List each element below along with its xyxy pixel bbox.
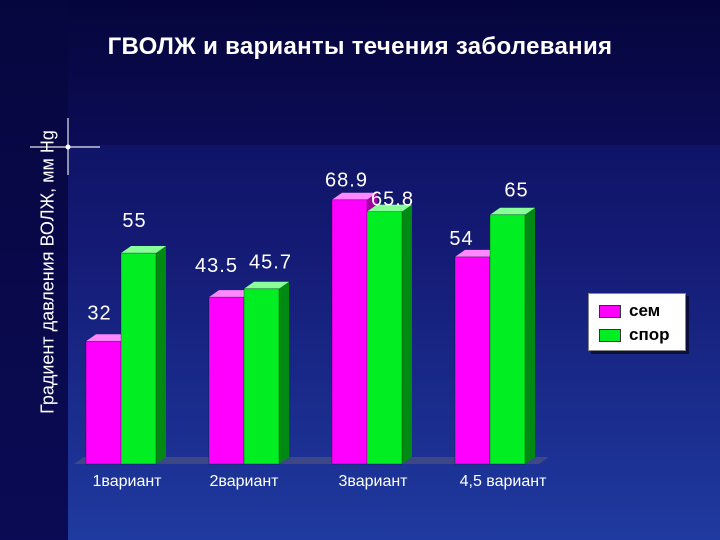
value-label-сем-3: 68.9 [325, 170, 368, 192]
floor-plane [74, 457, 549, 464]
category-label-2: 2вариант [209, 473, 279, 490]
bar-спор-3 [366, 204, 412, 465]
chart-title: ГВОЛЖ и варианты течения заболевания [107, 33, 613, 60]
bar-front [489, 214, 526, 465]
bar-side [525, 207, 535, 465]
legend-item-sem: сем [599, 301, 660, 321]
bar-front [454, 256, 491, 465]
bar-top [332, 192, 377, 200]
bar-top [209, 290, 254, 298]
category-label-4: 4,5 вариант [460, 473, 547, 490]
value-label-спор-4: 65 [504, 180, 528, 202]
legend-item-spor: спор [599, 325, 670, 345]
value-label-спор-3: 65.8 [371, 189, 414, 211]
value-label-сем-2: 43.5 [195, 255, 238, 277]
category-label-3: 3вариант [338, 473, 408, 490]
legend: сем спор [588, 293, 686, 351]
bar-front [243, 288, 280, 465]
bar-front [120, 252, 157, 465]
bar-top [244, 281, 289, 289]
bar-front [85, 340, 122, 465]
bar-спор-1 [120, 246, 166, 465]
category-labels: 1вариант 2вариант 3вариант 4,5 вариант [92, 473, 547, 490]
bar-top [367, 204, 412, 212]
legend-swatch-sem [599, 304, 621, 318]
legend-label-sem: сем [629, 301, 661, 320]
category-label-1: 1вариант [92, 473, 162, 490]
bar-side [156, 246, 166, 464]
chart-floor [74, 457, 549, 464]
bar-top [121, 246, 166, 254]
bar-side [402, 204, 412, 465]
value-label-сем-1: 32 [87, 302, 111, 324]
left-band [0, 0, 68, 540]
bar-спор-2 [243, 281, 289, 465]
legend-label-spor: спор [629, 325, 670, 344]
bar-top [455, 249, 500, 257]
bar-front [331, 199, 368, 465]
bars [85, 192, 535, 465]
legend-swatch-spor [599, 328, 621, 342]
top-band [0, 0, 720, 145]
bar-top [86, 334, 131, 342]
bar-спор-4 [489, 207, 535, 465]
value-label-спор-2: 45.7 [249, 252, 292, 274]
bar-top [490, 207, 535, 215]
value-label-спор-1: 55 [122, 210, 146, 232]
bar-front [366, 211, 403, 465]
value-label-сем-4: 54 [449, 228, 473, 250]
bar-side [279, 281, 289, 464]
bar-front [208, 296, 245, 465]
value-labels: 32 55 43.5 45.7 68.965.8 54 65 [87, 170, 528, 325]
